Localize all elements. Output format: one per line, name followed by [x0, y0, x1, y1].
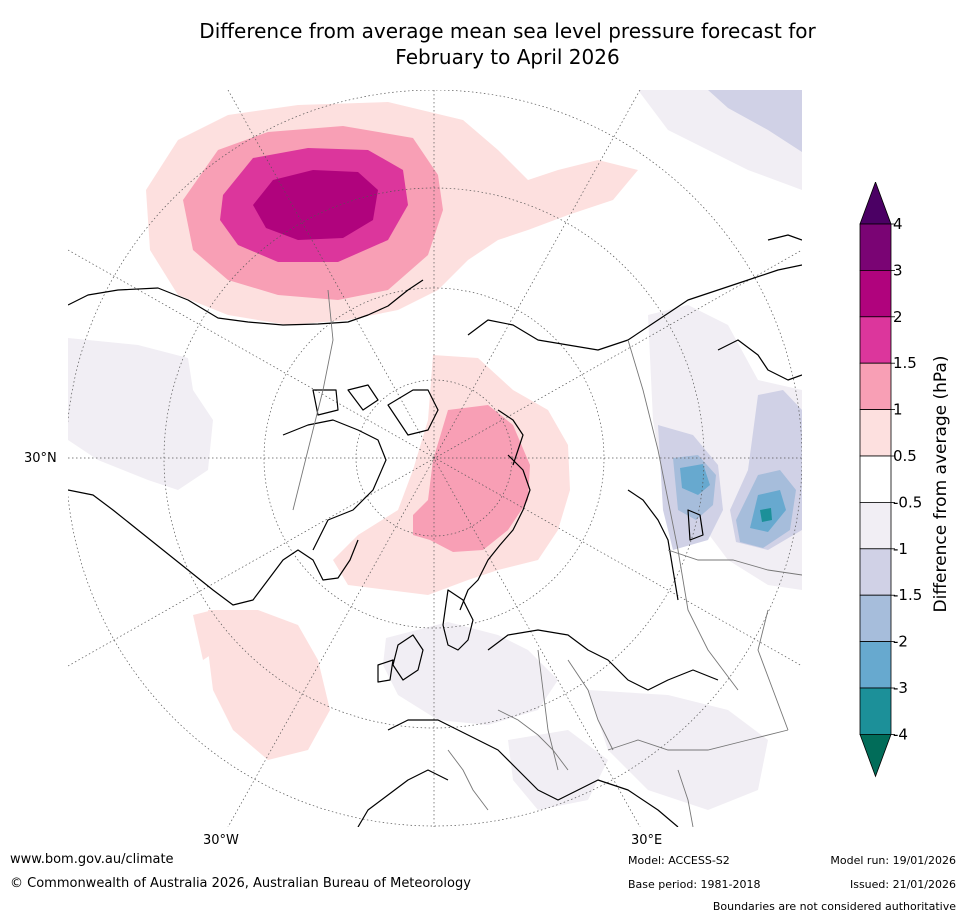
latitude-label-30n: 30°N: [24, 451, 57, 466]
map-title: Difference from average mean sea level p…: [0, 18, 965, 70]
colorbar-title-text: Difference from average (hPa): [931, 355, 951, 613]
colorbar-band: [859, 455, 892, 503]
title-line-2: February to April 2026: [395, 45, 620, 69]
map-svg: [68, 90, 802, 827]
colorbar-tick-label: -1: [893, 540, 908, 558]
longitude-label-30w: 30°W: [203, 833, 239, 848]
graticule: [68, 90, 802, 827]
footer-copyright: © Commonwealth of Australia 2026, Austra…: [10, 876, 471, 891]
footer-issued: Issued: 21/01/2026: [849, 878, 956, 891]
colorbar-band: [859, 270, 892, 318]
colorbar-band: [859, 641, 892, 689]
longitude-label-30e: 30°E: [631, 833, 663, 848]
colorbar-tick-label: -2: [893, 633, 908, 651]
colorbar-tick-label: -0.5: [893, 493, 922, 511]
colorbar-band: [859, 548, 892, 596]
colorbar-tick-label: 4: [893, 215, 903, 233]
country-boundaries: [292, 289, 802, 827]
footer-disclaimer: Boundaries are not considered authoritat…: [712, 900, 956, 913]
colorbar-tick-label: 1.5: [893, 354, 917, 372]
colorbar-band: [859, 501, 892, 550]
colorbar-tick-label: -3: [893, 679, 908, 697]
colorbar-band: [859, 409, 892, 457]
footer-base-period: Base period: 1981-2018: [628, 878, 761, 891]
positive-anomaly-core-region: [253, 170, 378, 240]
colorbar-band: [859, 594, 892, 643]
colorbar-band: [859, 223, 892, 271]
pressure-anomaly-map: [68, 90, 802, 827]
colorbar-bottom-arrow: [859, 734, 892, 778]
footer-model-run: Model run: 19/01/2026: [830, 854, 956, 867]
colorbar-tick-label: 1: [893, 401, 903, 419]
colorbar-band: [859, 687, 892, 735]
colorbar: 4 3 2 1.5 1 0.5 -0.5 -1 -1.5 -2 -3 -4: [859, 180, 959, 782]
colorbar-tick-label: 2: [893, 308, 903, 326]
footer-model: Model: ACCESS-S2: [628, 854, 730, 867]
colorbar-tick-label: 0.5: [893, 447, 917, 465]
colorbar-tick-label: 3: [893, 261, 903, 279]
colorbar-tick-label: -1.5: [893, 586, 922, 604]
negative-anomaly-peak: [760, 508, 772, 522]
colorbar-band: [859, 316, 892, 364]
coastlines: [68, 234, 802, 827]
colorbar-top-arrow: [859, 180, 892, 225]
colorbar-tick-label: -4: [893, 725, 908, 743]
colorbar-band: [859, 362, 892, 410]
footer-website: www.bom.gov.au/climate: [10, 852, 174, 867]
colorbar-svg: 4 3 2 1.5 1 0.5 -0.5 -1 -1.5 -2 -3 -4: [859, 180, 922, 778]
title-line-1: Difference from average mean sea level p…: [199, 19, 816, 43]
